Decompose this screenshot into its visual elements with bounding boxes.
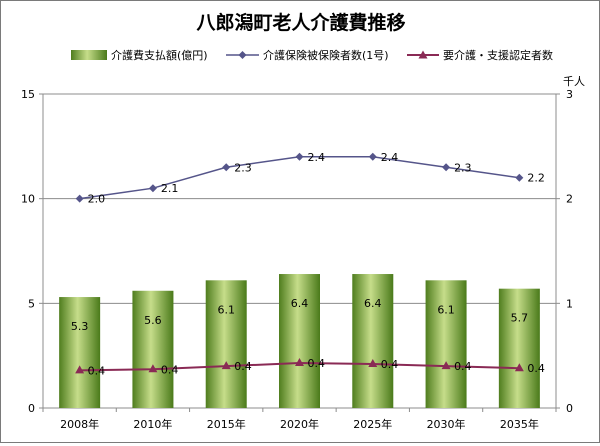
legend: 介護費支払額(億円) 介護保険被保険者数(1号) 要介護・支援認定者数	[71, 48, 553, 62]
legend-item-certified: 要介護・支援認定者数	[407, 48, 553, 62]
certified-value-label: 0.4	[161, 363, 179, 376]
bar	[498, 288, 540, 408]
legend-label-expense: 介護費支払額(億円)	[111, 48, 208, 62]
plot-area: 0 5 10 15 0 1 2 3 2008年 2010年 2015年 2020年 2025年 2030年…	[21, 88, 573, 431]
triangle-marker	[441, 361, 451, 370]
triangle-marker	[295, 357, 304, 366]
right-tick-label: 1	[566, 297, 573, 310]
insured-value-label: 2.0	[88, 193, 106, 206]
insured-value-label: 2.3	[454, 161, 472, 174]
bar	[352, 274, 394, 408]
chart-title: 八郎潟町老人介護費推移	[196, 11, 405, 34]
triangle-marker	[148, 364, 158, 373]
bar	[205, 280, 247, 408]
diamond-marker	[75, 194, 84, 203]
bar	[425, 280, 467, 408]
diamond-marker	[222, 163, 231, 172]
insured-value-label: 2.1	[161, 182, 179, 195]
triangle-marker	[75, 365, 85, 374]
right-tick-label: 2	[566, 193, 573, 206]
certified-value-label: 0.4	[234, 360, 252, 373]
legend-marker-triangle	[418, 50, 428, 59]
triangle-marker	[221, 361, 231, 370]
insured-value-label: 2.4	[381, 151, 399, 164]
bar-value-label: 6.1	[437, 303, 455, 316]
legend-marker-diamond	[238, 51, 247, 59]
x-tick-label: 2020年	[280, 417, 319, 431]
triangle-marker	[368, 359, 378, 368]
left-tick-label: 5	[28, 297, 35, 310]
x-tick-label: 2025年	[353, 417, 392, 431]
certified-value-label: 0.4	[308, 357, 326, 370]
right-axis-unit: 千人	[563, 75, 585, 88]
legend-item-expense: 介護費支払額(億円)	[71, 48, 208, 62]
x-tick-label: 2035年	[500, 417, 539, 431]
bar-value-label: 6.4	[291, 297, 309, 310]
x-tick-label: 2010年	[133, 417, 172, 431]
bar-value-label: 6.4	[364, 297, 382, 310]
legend-swatch-bar	[71, 50, 107, 60]
left-tick-label: 10	[21, 193, 35, 206]
x-tick-label: 2015年	[207, 417, 246, 431]
certified-value-label: 0.4	[381, 358, 399, 371]
insured-value-label: 2.2	[527, 172, 545, 185]
diamond-marker	[368, 152, 377, 161]
right-tick-label: 3	[566, 88, 573, 101]
bar	[59, 297, 101, 408]
certified-value-label: 0.4	[454, 360, 472, 373]
bar	[279, 274, 320, 408]
diamond-marker	[148, 184, 157, 193]
x-tick-label: 2030年	[427, 417, 466, 431]
legend-item-insured: 介護保険被保険者数(1号)	[226, 48, 389, 62]
left-tick-label: 0	[28, 402, 35, 415]
bar-value-label: 5.3	[71, 320, 89, 333]
triangle-marker	[514, 363, 524, 372]
bar	[132, 290, 174, 408]
legend-label-certified: 要介護・支援認定者数	[443, 48, 553, 62]
right-tick-label: 0	[566, 402, 573, 415]
diamond-marker	[515, 173, 524, 182]
bar-value-label: 6.1	[217, 303, 235, 316]
certified-value-label: 0.4	[527, 362, 545, 375]
insured-value-label: 2.4	[308, 151, 326, 164]
bar-value-label: 5.6	[144, 314, 162, 327]
legend-label-insured: 介護保険被保険者数(1号)	[263, 48, 389, 62]
diamond-marker	[442, 163, 451, 172]
left-tick-label: 15	[21, 88, 35, 101]
insured-value-label: 2.3	[234, 161, 252, 174]
diamond-marker	[295, 152, 304, 161]
x-tick-label: 2008年	[60, 417, 99, 431]
bar-value-label: 5.7	[511, 312, 529, 325]
certified-value-label: 0.4	[88, 364, 106, 377]
